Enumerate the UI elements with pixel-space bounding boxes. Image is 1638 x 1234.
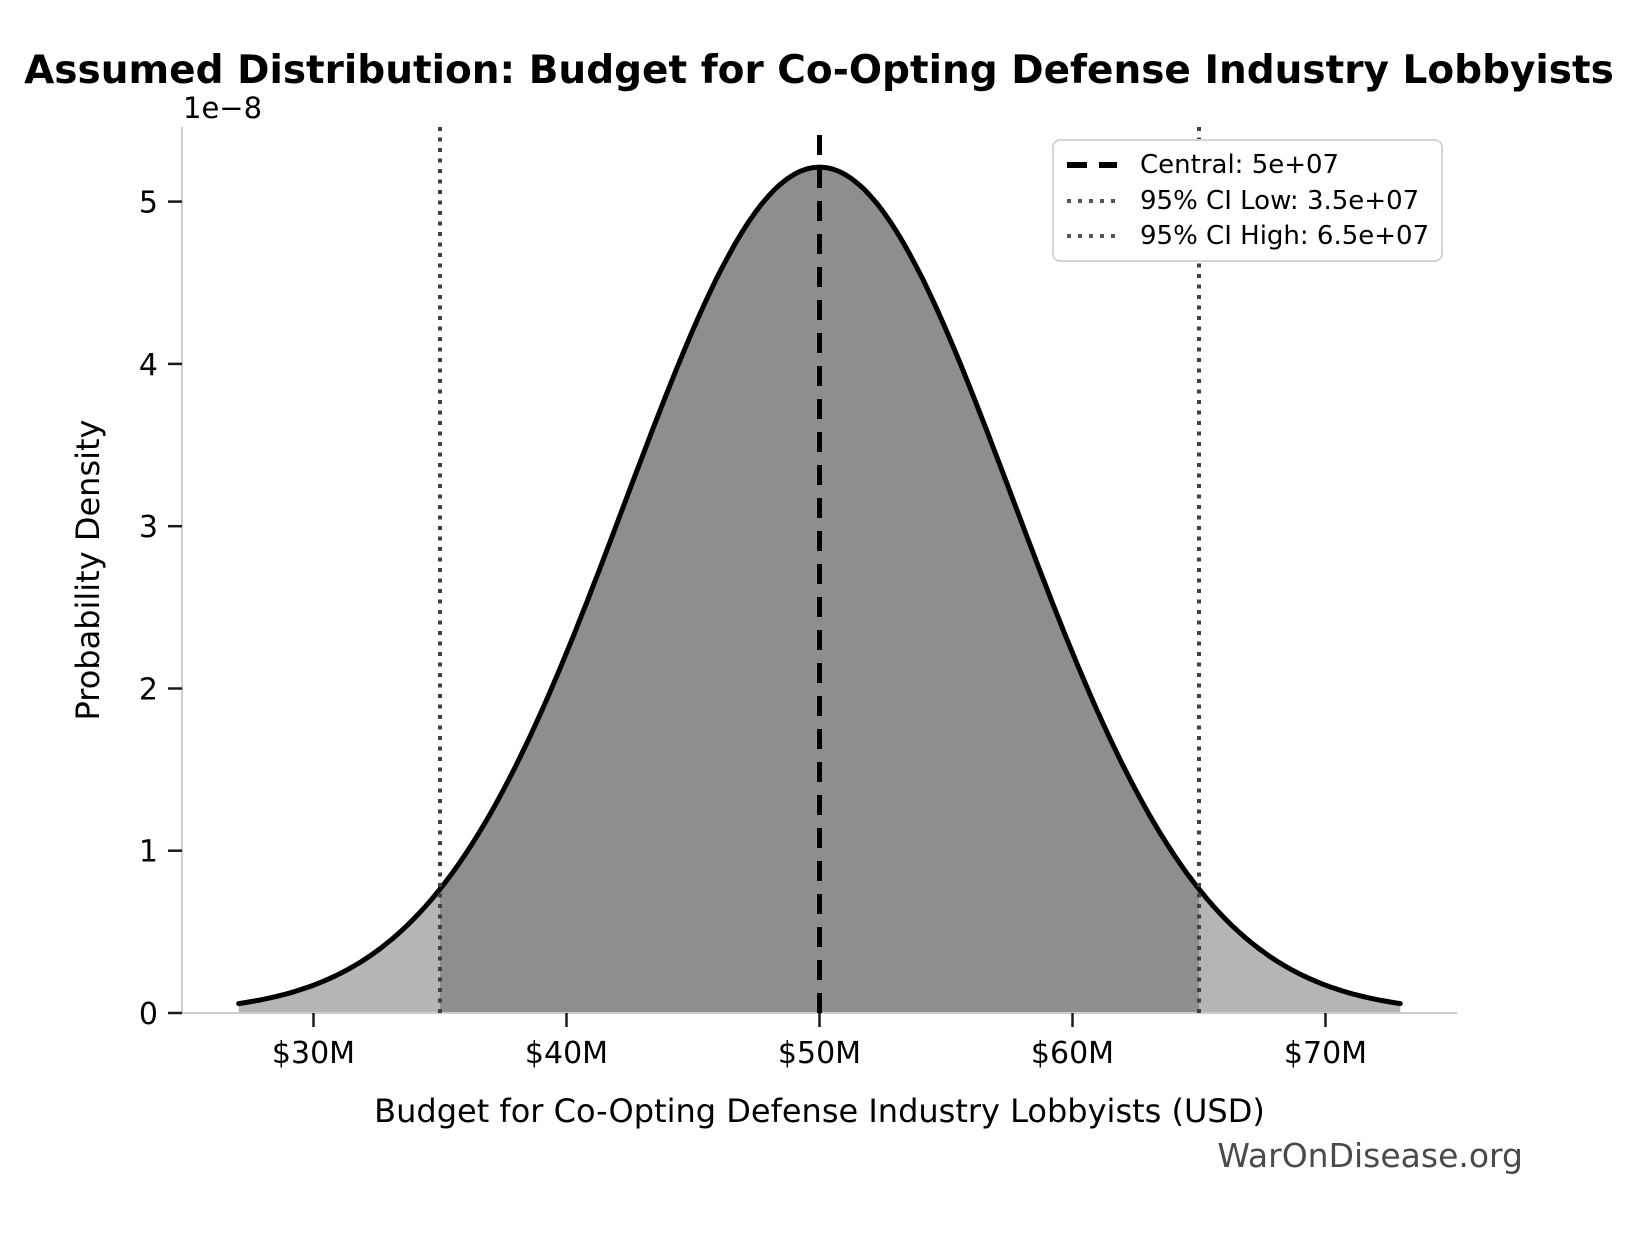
density-curve [236,164,1403,1007]
x-tick-label: $70M [1284,1036,1367,1071]
watermark: WarOnDisease.org [1217,1136,1523,1175]
legend-row-central: Central: 5e+07 [1066,147,1429,183]
y-axis-offset-label: 1e−8 [183,91,263,125]
y-tick-label: 3 [139,510,158,545]
ci-fill [440,167,1199,1014]
chart-title: Assumed Distribution: Budget for Co-Opti… [24,48,1614,93]
x-tick-label: $50M [778,1036,861,1071]
y-tick-label: 4 [139,348,158,383]
legend: Central: 5e+07 95% CI Low: 3.5e+07 95% C… [1052,139,1443,262]
legend-label-ci-low: 95% CI Low: 3.5e+07 [1140,185,1420,216]
x-axis-label: Budget for Co-Opting Defense Industry Lo… [374,1092,1265,1130]
legend-row-ci-low: 95% CI Low: 3.5e+07 [1066,183,1429,219]
y-tick-label: 1 [139,835,158,870]
y-tick-label: 5 [139,186,158,221]
y-axis-label: Probability Density [69,419,107,721]
legend-label-central: Central: 5e+07 [1140,149,1340,180]
x-tick-label: $30M [272,1036,355,1071]
legend-row-ci-high: 95% CI High: 6.5e+07 [1066,218,1429,254]
x-tick-label: $60M [1031,1036,1114,1071]
legend-label-ci-high: 95% CI High: 6.5e+07 [1140,221,1430,252]
dotted-line-swatch-icon [1066,230,1118,242]
dotted-line-swatch-icon [1066,195,1118,207]
dashed-line-swatch-icon [1066,159,1118,171]
x-tick-label: $40M [525,1036,608,1071]
y-tick-label: 0 [139,997,158,1032]
y-tick-label: 2 [139,673,158,708]
